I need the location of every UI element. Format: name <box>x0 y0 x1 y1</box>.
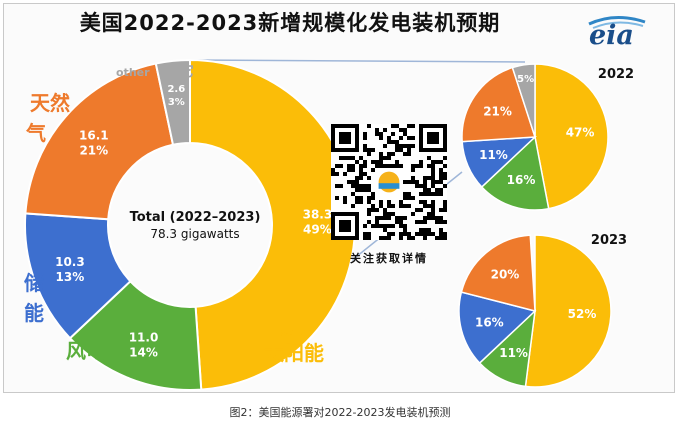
donut-pct-wind: 14% <box>129 346 158 360</box>
label-storage-zh-line1: 储 <box>24 271 44 295</box>
eia-logo-swoosh-icon <box>588 16 646 29</box>
pie-2022-label-gas: 21% <box>483 105 512 119</box>
donut-pct-gas: 21% <box>79 143 108 157</box>
label-solar-zh: 太阳能 <box>264 341 324 365</box>
qr-code-icon <box>331 124 447 240</box>
donut-pct-storage: 13% <box>56 270 85 284</box>
donut-value-gas: 16.1 <box>79 128 109 142</box>
donut-slice-gas <box>24 62 175 221</box>
eia-logo: eia <box>585 14 649 58</box>
label-other-en: other <box>116 66 150 79</box>
pie-2022-label-other: 5% <box>517 74 534 85</box>
eia-logo-text: eia <box>589 20 634 51</box>
qr-code[interactable] <box>331 124 447 240</box>
chart-title: 美国2022-2023新增规模化发电装机预期 <box>79 11 501 35</box>
label-other-zh: 其它 <box>164 62 194 80</box>
label-solar-en: solar <box>281 326 312 339</box>
pie-2023-label-wind: 11% <box>499 346 528 360</box>
label-gas-zh-line1: 天然 <box>30 91 70 115</box>
chart-canvas: 38.349%11.014%10.313%16.121%2.63%Total (… <box>24 58 634 391</box>
donut-value-storage: 10.3 <box>55 255 85 269</box>
pie-2022-slice-other <box>511 63 536 138</box>
pie-2023-slice-gas <box>460 234 536 312</box>
donut-center-subtitle: 78.3 gigawatts <box>150 227 239 241</box>
label-gas-zh-line2: 气 <box>25 121 46 145</box>
pie-2023-label-gas: 20% <box>491 268 520 282</box>
pie-2022-slice-gas <box>461 66 537 143</box>
pie-2022-label-storage: 11% <box>479 148 508 162</box>
donut-pct-other: 3% <box>168 97 185 108</box>
donut-value-solar: 38.3 <box>303 208 333 222</box>
donut-slice-other <box>154 58 191 146</box>
pie-chart-2023: 52% 11% 16% 20% 2023 <box>458 233 627 388</box>
donut-pct-solar: 49% <box>303 223 332 237</box>
donut-chart-total: 38.349% 11.014% 10.313% 16.121% 2.6 3% Total (… <box>24 58 356 391</box>
pie-2022-label-wind: 16% <box>507 173 536 187</box>
donut-slice-solar <box>189 58 356 391</box>
pie-2022-label-solar: 47% <box>566 126 595 140</box>
donut-center-title: Total (2022–2023) <box>130 210 261 225</box>
donut-value-other: 2.6 <box>167 84 185 95</box>
pie-chart-2022: 47% 16% 11% 21% 5% 2022 <box>461 63 634 211</box>
pie-2023-title: 2023 <box>591 233 627 248</box>
pie-2022-slice-solar <box>534 63 609 210</box>
connector-line-top <box>189 59 526 63</box>
label-storage-zh-line2: 能 <box>24 301 44 325</box>
label-wind-zh: 风电 <box>66 339 106 363</box>
pie-2023-slice-storage <box>458 291 537 365</box>
pie-2023-label-solar: 52% <box>568 307 597 321</box>
qr-caption: 关注获取详情 <box>350 252 428 265</box>
pie-2022-title: 2022 <box>598 67 634 82</box>
pie-2023-label-storage: 16% <box>475 316 504 330</box>
pie-2023-slice-solar <box>524 234 612 388</box>
figure-caption: 图2：美国能源署对2022-2023发电装机预测 <box>229 406 451 419</box>
pie-2022-slice-wind <box>480 135 550 211</box>
donut-value-wind: 11.0 <box>129 331 159 345</box>
